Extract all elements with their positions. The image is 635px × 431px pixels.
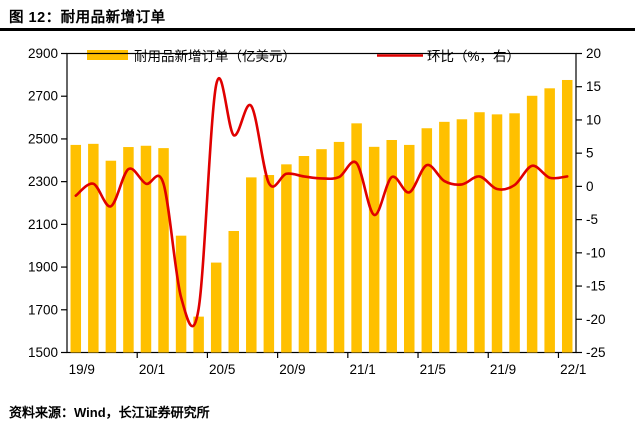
x-axis-label: 21/1 [349, 362, 375, 377]
bar-20/4 [193, 316, 204, 353]
left-axis-label: 1500 [28, 345, 58, 360]
legend-bar-swatch [87, 50, 128, 60]
bar-21/4 [404, 144, 415, 353]
bar-21/12 [544, 88, 555, 353]
bar-20/2 [158, 148, 169, 353]
x-axis-label: 21/5 [420, 362, 446, 377]
right-axis-label: 20 [586, 46, 601, 61]
right-axis-label: -25 [586, 345, 606, 360]
left-axis-label: 2700 [28, 89, 58, 104]
x-axis-label: 19/9 [69, 362, 95, 377]
right-axis-label: -10 [586, 245, 606, 260]
left-axis-label: 2300 [28, 174, 58, 189]
left-axis-label: 2500 [28, 131, 58, 146]
legend-line-label: 环比（%，右） [427, 49, 520, 64]
left-axis-label: 2100 [28, 217, 58, 232]
left-axis-label: 2900 [28, 46, 58, 61]
bar-20/5 [210, 262, 222, 353]
bar-20/9 [281, 164, 292, 353]
bar-20/11 [316, 149, 327, 353]
bar-21/1 [351, 123, 362, 353]
bar-20/7 [246, 177, 257, 353]
mom-line [74, 76, 569, 328]
right-axis-label: -5 [586, 212, 598, 227]
bar-19/11 [105, 160, 117, 353]
bar-19/9 [70, 144, 82, 353]
bar-21/8 [474, 112, 485, 353]
bar-21/9 [491, 114, 503, 353]
right-axis-label: 5 [586, 146, 594, 161]
bar-21/6 [439, 121, 450, 353]
bar-21/11 [526, 95, 538, 353]
x-axis-label: 20/1 [139, 362, 165, 377]
bar-21/7 [456, 119, 468, 353]
right-axis-label: 0 [586, 179, 594, 194]
x-axis-label: 20/9 [279, 362, 305, 377]
bar-22/1 [561, 79, 573, 353]
legend-bar-label: 耐用品新增订单（亿美元） [134, 49, 296, 64]
right-axis-label: 15 [586, 79, 601, 94]
left-axis-label: 1900 [28, 260, 58, 275]
right-axis-label: -15 [586, 279, 606, 294]
x-axis-label: 22/1 [560, 362, 586, 377]
bar-20/12 [333, 141, 345, 353]
bar-21/5 [421, 128, 433, 353]
x-axis-label: 20/5 [209, 362, 235, 377]
source-note: 资料来源：Wind，长江证券研究所 [9, 405, 210, 420]
bar-20/10 [298, 156, 310, 353]
x-axis-label: 21/9 [490, 362, 516, 377]
title-underline [0, 28, 635, 31]
bar-20/1 [140, 145, 152, 353]
bar-21/10 [509, 113, 520, 353]
bar-21/2 [368, 146, 380, 353]
bar-20/8 [263, 175, 275, 353]
right-axis-label: 10 [586, 112, 601, 127]
bar-19/10 [88, 143, 99, 353]
bar-21/3 [386, 139, 397, 353]
right-axis-label: -20 [586, 312, 606, 327]
left-axis-label: 1700 [28, 302, 58, 317]
bar-19/12 [123, 147, 134, 353]
figure-title: 图 12：耐用品新增订单 [9, 10, 166, 26]
bar-20/6 [228, 230, 239, 353]
